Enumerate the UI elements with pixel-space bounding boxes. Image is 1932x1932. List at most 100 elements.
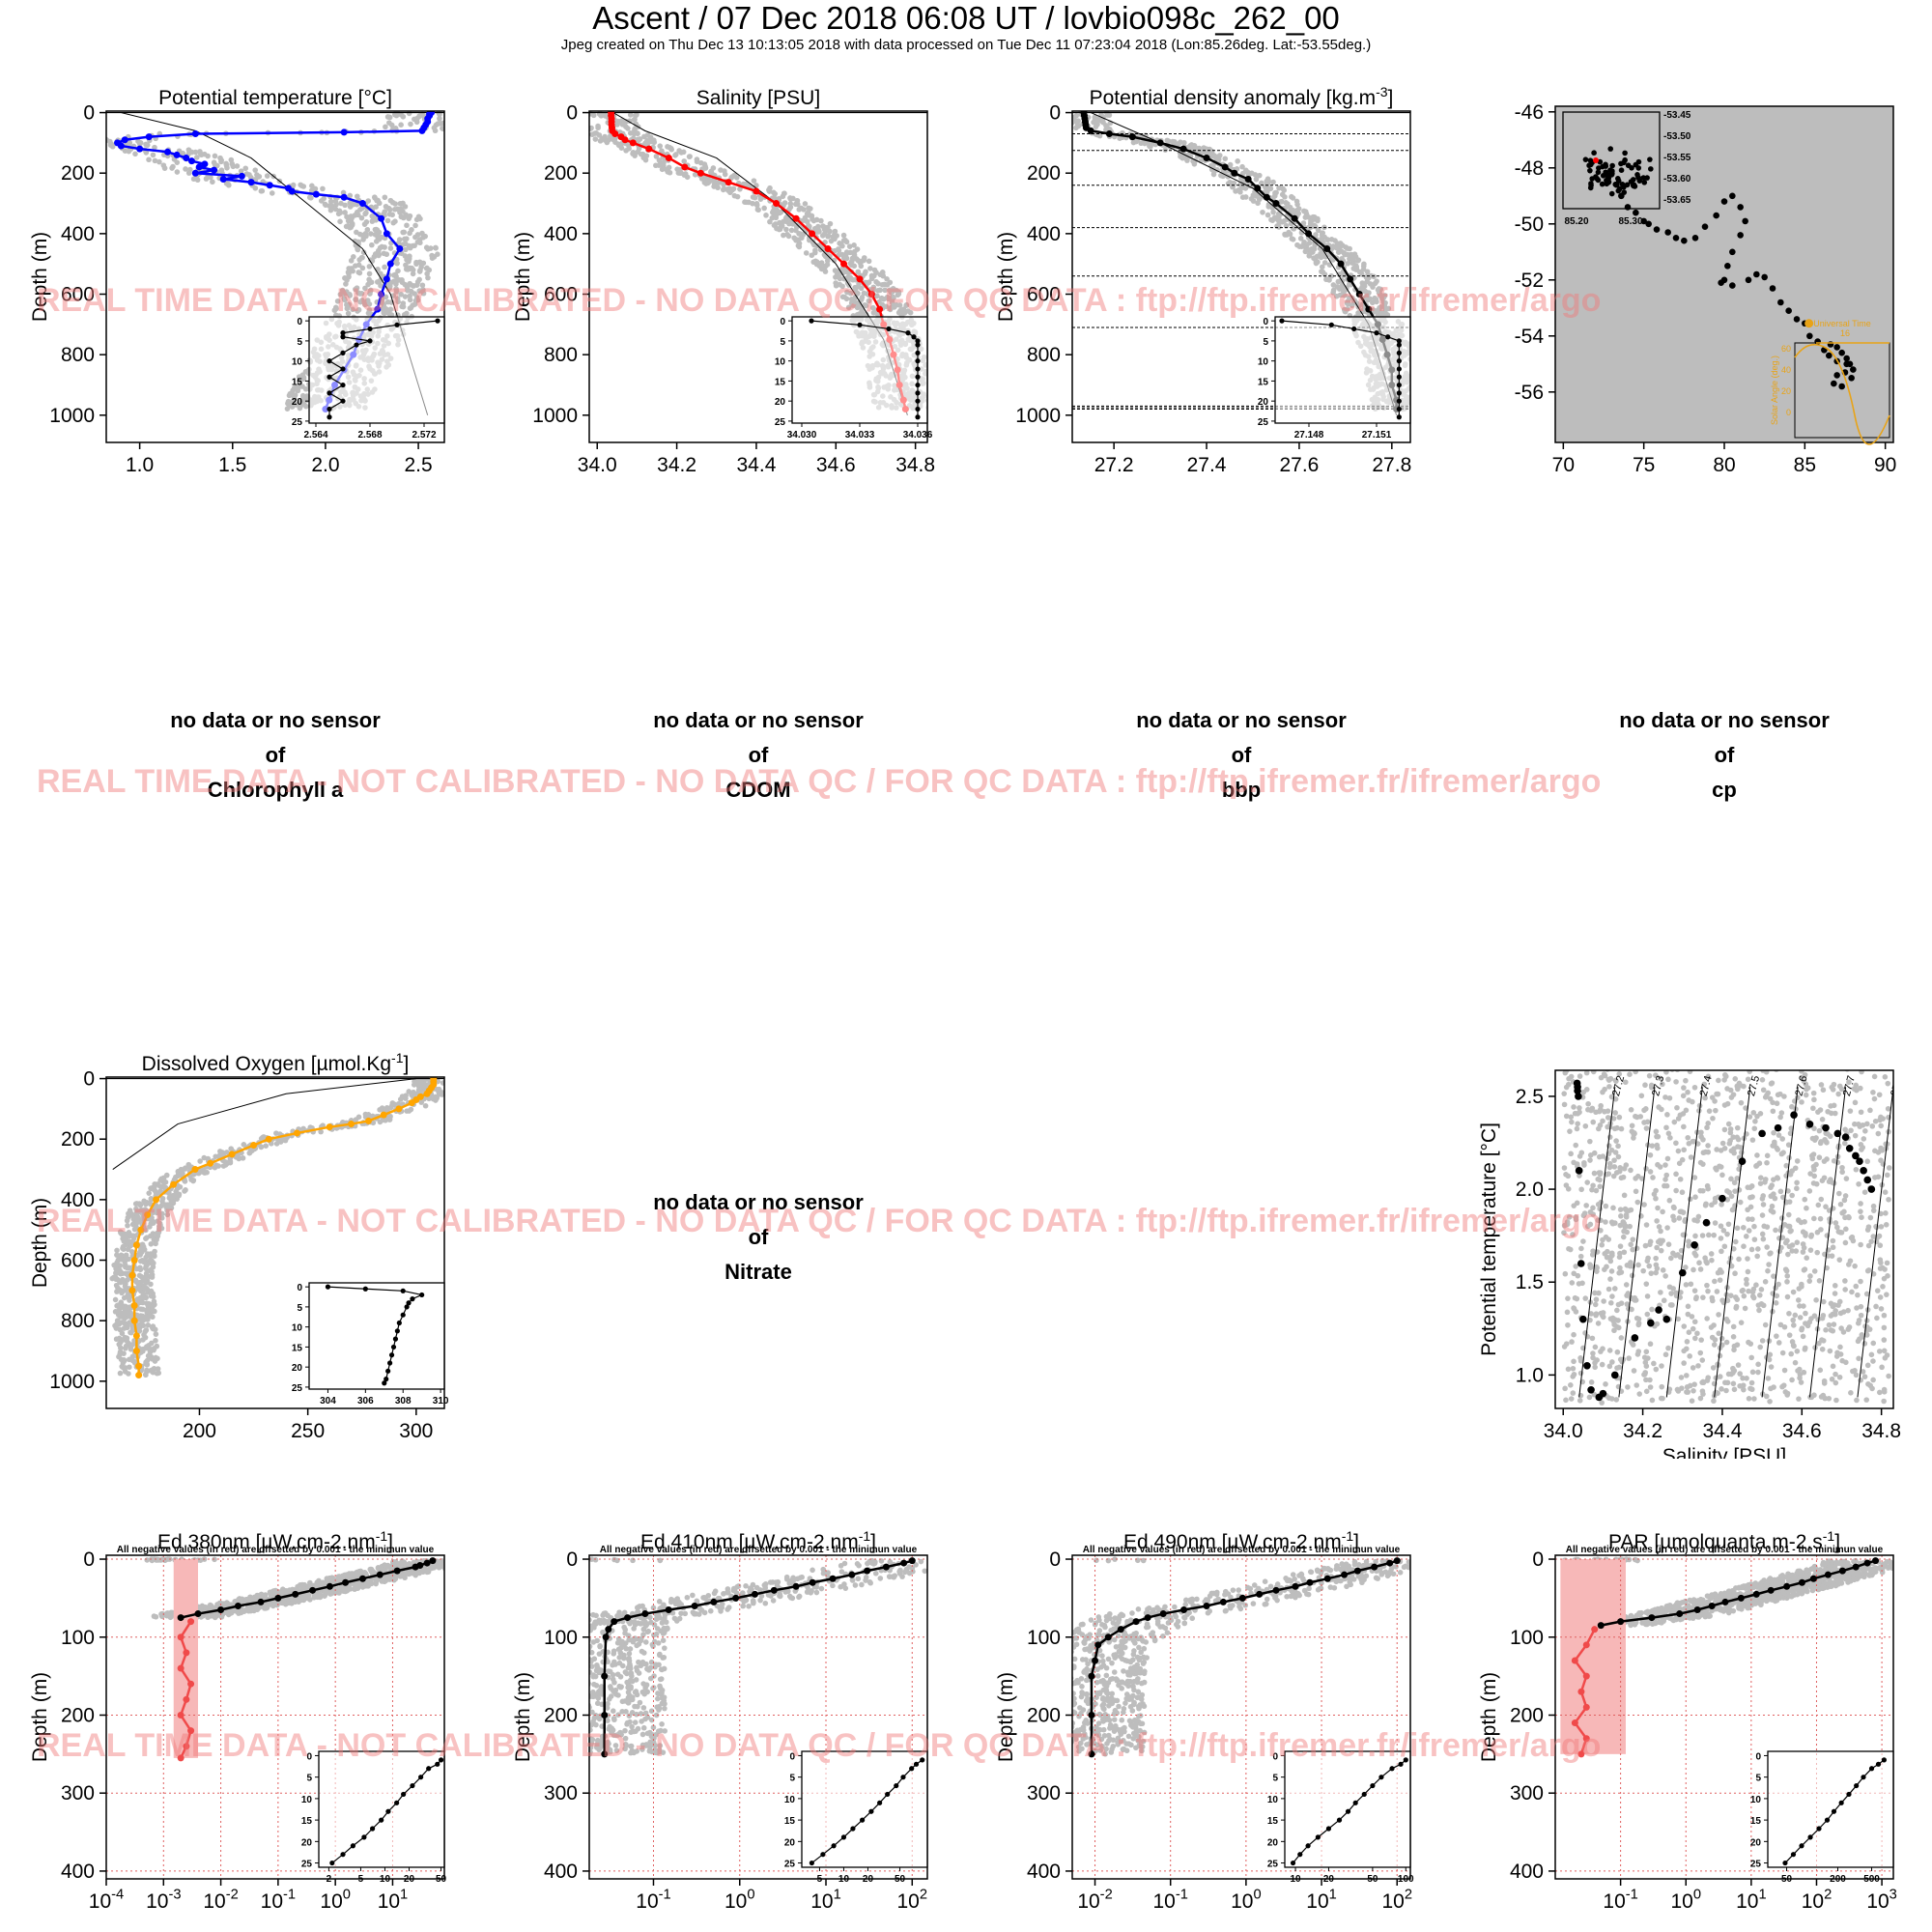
climatology-point xyxy=(118,1270,124,1277)
climatology-point xyxy=(1410,388,1416,394)
climatology-point xyxy=(1856,1320,1861,1326)
profile-point xyxy=(136,145,144,153)
climatology-point xyxy=(343,223,350,230)
climatology-point xyxy=(409,1092,414,1098)
climatology-point xyxy=(790,220,796,227)
x-tick-label: 200 xyxy=(183,1420,216,1442)
x-tick-label: 27.6 xyxy=(1279,454,1319,476)
climatology-point xyxy=(1286,215,1293,222)
climatology-point xyxy=(175,1172,182,1178)
climatology-point xyxy=(446,127,452,132)
climatology-point xyxy=(1709,1094,1716,1100)
trajectory-point xyxy=(1753,270,1760,278)
climatology-point xyxy=(1816,1154,1823,1161)
climatology-point xyxy=(342,210,348,215)
climatology-point xyxy=(775,208,781,214)
climatology-point xyxy=(364,298,371,303)
climatology-point xyxy=(436,1086,442,1093)
climatology-point xyxy=(1561,1344,1568,1350)
climatology-point xyxy=(1831,1180,1837,1186)
climatology-point xyxy=(773,221,779,227)
climatology-point xyxy=(1710,1115,1716,1122)
climatology-point xyxy=(1814,1249,1821,1256)
climatology-point xyxy=(1823,1326,1829,1333)
profile-point xyxy=(145,133,153,141)
climatology-point xyxy=(844,269,850,275)
inset-y-tick-label: 20 xyxy=(1258,397,1269,408)
climatology-point xyxy=(117,1279,123,1285)
x-tick-label: 80 xyxy=(1713,454,1735,476)
climatology-point xyxy=(297,399,303,406)
profile-point xyxy=(130,1317,138,1324)
climatology-point xyxy=(1360,267,1367,272)
climatology-point xyxy=(1301,239,1307,245)
climatology-point xyxy=(222,1162,229,1168)
trajectory-point xyxy=(1843,355,1850,362)
climatology-point xyxy=(1591,1391,1598,1398)
climatology-point xyxy=(1870,1358,1876,1364)
climatology-point xyxy=(1715,1091,1721,1097)
climatology-point xyxy=(440,120,444,127)
climatology-point xyxy=(1630,1246,1635,1253)
climatology-point xyxy=(356,270,363,276)
trajectory-point xyxy=(1701,223,1709,230)
climatology-point xyxy=(1289,236,1295,242)
climatology-point xyxy=(134,1296,141,1302)
chart-title: Potential temperature [°C] xyxy=(158,87,392,109)
climatology-point xyxy=(1749,1369,1756,1376)
climatology-point xyxy=(150,1314,156,1321)
climatology-point xyxy=(118,1252,125,1259)
climatology-point xyxy=(1759,1338,1766,1344)
climatology-point xyxy=(1843,1226,1849,1233)
climatology-point xyxy=(1724,1319,1731,1324)
climatology-point xyxy=(1603,1203,1609,1209)
climatology-point xyxy=(1858,1303,1864,1310)
climatology-point xyxy=(1760,1302,1767,1309)
climatology-point xyxy=(1704,1316,1710,1321)
climatology-point xyxy=(404,222,410,229)
climatology-point xyxy=(1295,211,1302,216)
climatology-point xyxy=(697,159,704,166)
climatology-point xyxy=(138,1246,144,1253)
climatology-point xyxy=(150,1291,156,1296)
climatology-point xyxy=(698,176,705,182)
climatology-point xyxy=(1561,1101,1568,1108)
ts-content: 27.2 27.3 27.4 27.5 27.6 27.7 27.8 xyxy=(1561,1070,1893,1406)
y-tick-label: 600 xyxy=(61,1250,95,1272)
inset-point xyxy=(1351,326,1357,332)
climatology-point xyxy=(1704,1182,1711,1189)
climatology-point xyxy=(350,268,355,274)
climatology-point xyxy=(754,207,761,213)
climatology-point xyxy=(384,217,391,224)
climatology-point xyxy=(1630,1236,1636,1242)
climatology-point xyxy=(183,1187,188,1193)
climatology-point xyxy=(1655,1145,1661,1151)
climatology-point xyxy=(1074,119,1080,126)
climatology-point xyxy=(1345,298,1351,304)
climatology-point xyxy=(817,243,823,249)
trajectory-point xyxy=(1729,248,1736,256)
climatology-point xyxy=(1691,1084,1698,1091)
profile-point xyxy=(117,142,125,150)
climatology-point xyxy=(1858,1142,1864,1148)
climatology-point xyxy=(1073,112,1079,119)
climatology-point xyxy=(664,166,669,173)
climatology-point xyxy=(642,153,648,159)
climatology-point xyxy=(694,156,700,162)
climatology-point xyxy=(1861,1189,1868,1196)
inset-point xyxy=(340,350,346,355)
climatology-point xyxy=(1797,1315,1804,1321)
climatology-point xyxy=(1863,1318,1870,1323)
climatology-point xyxy=(1776,1281,1781,1288)
climatology-point xyxy=(258,1144,265,1151)
trajectory-point xyxy=(1848,375,1855,382)
profile-point xyxy=(408,1099,415,1107)
climatology-point xyxy=(1731,1386,1738,1393)
trajectory-point xyxy=(1833,344,1840,351)
map-background xyxy=(1554,105,1894,443)
climatology-point xyxy=(1730,1323,1737,1330)
climatology-point xyxy=(807,223,812,230)
plot-area: 34.0 34.2 34.4 34.6 34.802004006008001000Sal… xyxy=(512,87,935,476)
y-tick-label: 0 xyxy=(83,1068,95,1091)
